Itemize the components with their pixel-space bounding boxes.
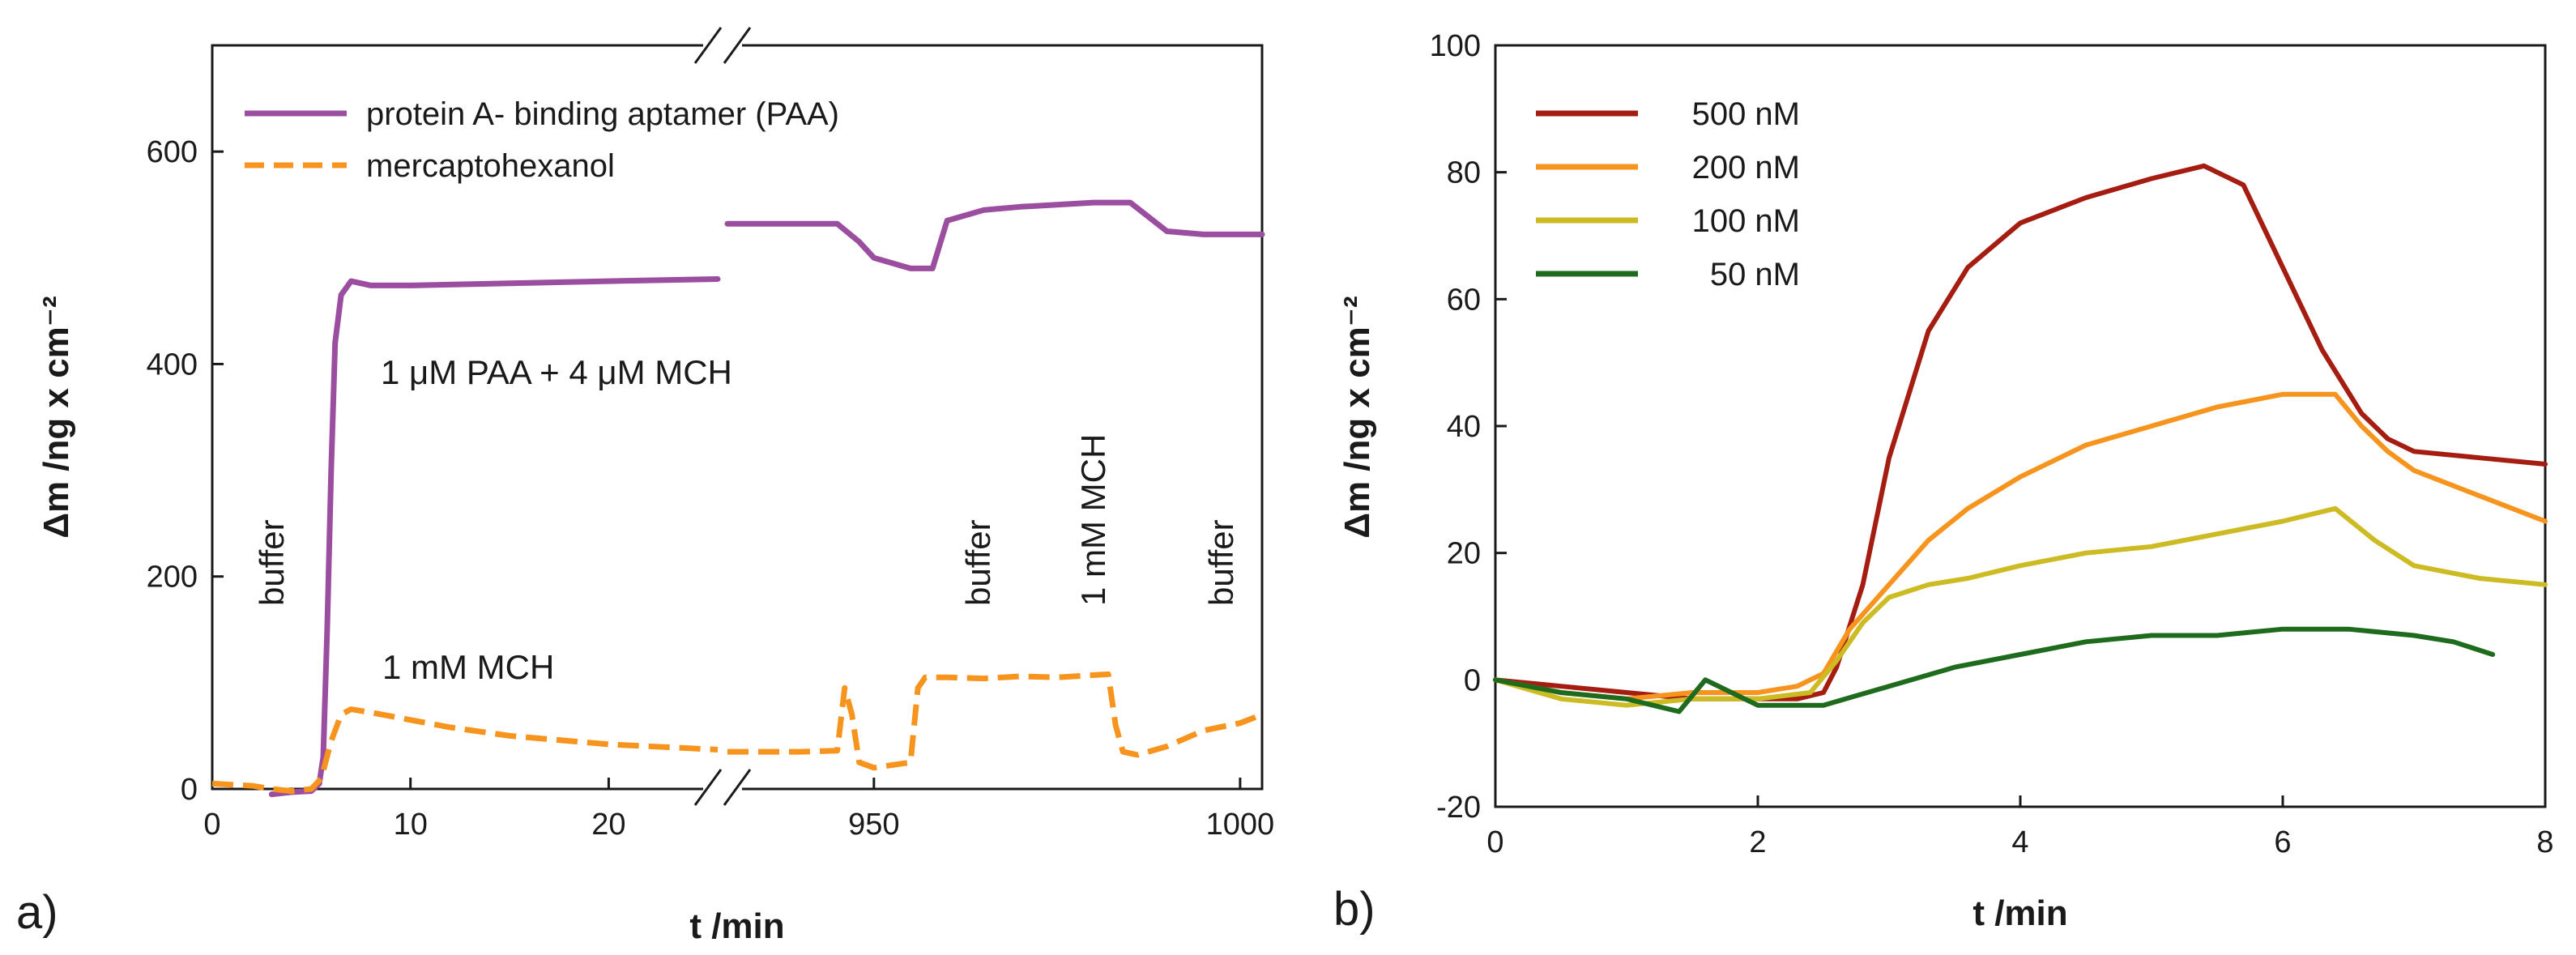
series-line-mercaptohexanol-segment-2: [727, 671, 1264, 771]
series-line-50-nm: [1493, 626, 2496, 714]
annotation-mch: 1 mM MCH: [382, 648, 554, 686]
annotation-buffer-2: buffer: [959, 519, 997, 606]
panel-a-axis-break: [693, 27, 752, 806]
panel-a-y-tick-label-0: 0: [181, 773, 198, 807]
panel-a-x-axis-label: t /min: [689, 906, 784, 946]
panel-a-label: a): [16, 886, 58, 939]
panel-a-y-tick-label-400: 400: [147, 347, 198, 382]
panel-a-legend: protein A- binding aptamer (PAA) mercapt…: [245, 96, 839, 184]
panel-b-y-tick-label-20: -20: [1436, 791, 1481, 825]
legend-label-500nm: 500 nM: [1692, 96, 1800, 132]
panel-b-x-tick-label-8: 8: [2536, 825, 2553, 859]
panel-b-x-tick-label-6: 6: [2274, 825, 2291, 859]
panel-b-series: [1493, 163, 2548, 714]
panel-a-series: [211, 199, 1265, 798]
panel-b-y-tick-label-0: 0: [1464, 663, 1481, 697]
panel-b-y-axis-label: Δm /ng x cm⁻²: [1337, 296, 1377, 538]
panel-b-x-tick-label-0: 0: [1486, 825, 1503, 859]
panel-b-label: b): [1333, 883, 1375, 936]
panel-b-y-tick-label-100: 100: [1430, 29, 1481, 63]
legend-label-mch: mercaptohexanol: [366, 148, 615, 184]
panel-b-x-tick-label-2: 2: [1749, 825, 1766, 859]
legend-label-50nm: 50 nM: [1710, 257, 1800, 292]
annotation-buffer-1: buffer: [253, 519, 291, 606]
annotation-mch-1mm: 1 mM MCH: [1074, 434, 1112, 606]
panel-b-plot-frame: [1494, 44, 2547, 808]
panel-a-x-tick-label-950: 950: [848, 808, 899, 842]
legend-label-100nm: 100 nM: [1692, 203, 1800, 239]
annotation-paa-mch: 1 μM PAA + 4 μM MCH: [381, 353, 732, 391]
annotation-buffer-3: buffer: [1202, 519, 1240, 606]
panel-b-y-tick-label-20: 20: [1447, 537, 1481, 571]
panel-a-x-tick-label-0: 0: [203, 808, 220, 842]
panel-b-x-tick-label-4: 4: [2011, 825, 2028, 859]
series-line-200-nm: [1493, 391, 2548, 701]
legend-label-paa: protein A- binding aptamer (PAA): [366, 96, 839, 132]
panel-a-x-tick-label-1000: 1000: [1206, 808, 1275, 842]
panel-a-y-tick-label-200: 200: [147, 561, 198, 595]
panel-b-x-axis-label: t /min: [1973, 893, 2067, 933]
panel-b-y-tick-label-40: 40: [1447, 410, 1481, 444]
panel-a-y-axis-label: Δm /ng x cm⁻²: [36, 296, 76, 538]
panel-a-y-tick-label-600: 600: [147, 135, 198, 169]
panel-a-x-tick-label-10: 10: [394, 808, 428, 842]
series-line-protein-a-binding-aptamer-paa-segment-2: [724, 199, 1265, 271]
series-line-100-nm: [1493, 505, 2548, 708]
panel-a-chart: 0 200 400 600 0 10 20 950 1000 protein A- bindin…: [16, 27, 1275, 946]
panel-b-legend: 500 nM 200 nM 100 nM 50 nM: [1536, 96, 1800, 292]
panel-b-y-tick-label-80: 80: [1447, 156, 1481, 190]
panel-a-x-tick-label-20: 20: [591, 808, 625, 842]
panel-b-y-tick-label-60: 60: [1447, 283, 1481, 317]
series-line-mercaptohexanol-segment-1: [211, 706, 719, 795]
legend-label-200nm: 200 nM: [1692, 150, 1800, 185]
panel-a-ticks: 0 200 400 600 0 10 20 950 1000: [147, 135, 1275, 842]
series-line-500-nm: [1493, 163, 2548, 701]
